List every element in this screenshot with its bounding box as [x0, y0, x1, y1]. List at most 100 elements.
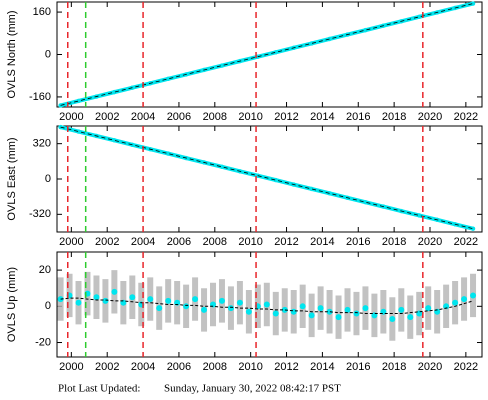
- data-point: [272, 310, 279, 317]
- data-point: [219, 63, 225, 68]
- data-point: [183, 303, 190, 310]
- y-axis-label: OVLS North (mm): [6, 10, 18, 98]
- data-point: [219, 164, 225, 170]
- x-tick-label: 2016: [346, 236, 370, 248]
- data-point: [470, 226, 476, 231]
- data-point: [263, 301, 270, 308]
- data-point: [236, 299, 243, 306]
- data-point: [165, 297, 172, 304]
- data-point: [93, 294, 100, 301]
- data-point: [461, 296, 468, 303]
- data-point: [363, 199, 368, 205]
- x-tick-label: 2014: [310, 236, 334, 248]
- x-tick-label: 2010: [238, 111, 262, 123]
- data-point: [165, 151, 171, 156]
- data-point: [201, 306, 208, 313]
- x-tick-label: 2006: [167, 111, 191, 123]
- data-point: [273, 177, 278, 183]
- data-point: [335, 314, 342, 321]
- x-tick-label: 2010: [238, 361, 262, 373]
- data-point: [281, 306, 288, 313]
- x-tick-label: 2018: [382, 361, 406, 373]
- x-tick-label: 2020: [418, 236, 442, 248]
- x-tick-label: 2020: [418, 361, 442, 373]
- x-tick-label: 2008: [203, 111, 227, 123]
- data-point: [299, 303, 306, 310]
- data-point: [327, 36, 332, 42]
- x-tick-label: 2022: [454, 111, 478, 123]
- x-tick-label: 2004: [131, 111, 155, 123]
- x-tick-label: 2022: [454, 236, 478, 248]
- data-point: [327, 191, 332, 196]
- data-point: [407, 314, 414, 321]
- data-point: [156, 305, 163, 312]
- x-tick-label: 2000: [59, 236, 83, 248]
- x-tick-label: 2010: [238, 236, 262, 248]
- footer-label: Plot Last Updated:: [58, 383, 141, 395]
- x-tick-label: 2002: [95, 236, 119, 248]
- data-point: [344, 306, 351, 313]
- data-point: [470, 1, 476, 6]
- x-tick-label: 2014: [310, 361, 334, 373]
- data-point: [76, 129, 81, 134]
- y-tick-label: 0: [45, 300, 51, 312]
- data-point: [112, 89, 117, 95]
- y-tick-label: 20: [39, 264, 51, 276]
- data-point: [290, 308, 297, 315]
- footer-timestamp: Sunday, January 30, 2022 08:42:17 PST: [164, 383, 341, 395]
- x-tick-label: 2016: [346, 361, 370, 373]
- data-point: [326, 308, 333, 315]
- data-point: [76, 98, 81, 104]
- x-tick-label: 2018: [382, 111, 406, 123]
- x-tick-label: 2022: [454, 361, 478, 373]
- data-point: [112, 138, 117, 143]
- data-point: [75, 299, 82, 306]
- x-tick-label: 2006: [167, 361, 191, 373]
- x-tick-label: 2018: [382, 236, 406, 248]
- data-point: [317, 305, 324, 312]
- data-point: [165, 76, 171, 82]
- x-tick-label: 2008: [203, 236, 227, 248]
- y-tick-label: -20: [35, 336, 51, 348]
- plot-frame: [56, 251, 483, 358]
- model-line: [60, 297, 474, 315]
- data-point: [227, 305, 234, 312]
- data-point: [192, 296, 199, 303]
- y-tick-label: 0: [45, 48, 51, 60]
- x-tick-label: 2020: [418, 111, 442, 123]
- y-tick-label: -320: [29, 208, 51, 220]
- data-point: [362, 305, 369, 312]
- x-tick-label: 2016: [346, 111, 370, 123]
- data-point: [353, 310, 360, 317]
- x-tick-label: 2004: [131, 236, 155, 248]
- x-tick-label: 2008: [203, 361, 227, 373]
- x-tick-label: 2002: [95, 361, 119, 373]
- x-tick-label: 2002: [95, 111, 119, 123]
- data-point: [129, 294, 136, 301]
- data-point: [111, 288, 118, 295]
- data-point: [470, 292, 477, 299]
- x-tick-label: 2012: [274, 236, 298, 248]
- data-point: [443, 303, 450, 310]
- y-tick-label: 0: [45, 173, 51, 185]
- x-tick-label: 2006: [167, 236, 191, 248]
- x-tick-label: 2012: [274, 111, 298, 123]
- trend-line: [60, 3, 474, 106]
- data-point: [218, 297, 225, 304]
- data-point: [452, 299, 459, 306]
- y-axis-label: OVLS Up (mm): [6, 267, 18, 342]
- data-point: [273, 50, 278, 55]
- y-axis-label: OVLS East (mm): [6, 137, 18, 220]
- y-tick-label: 320: [33, 138, 51, 150]
- data-point: [363, 27, 368, 33]
- x-tick-label: 2000: [59, 111, 83, 123]
- trend-line: [60, 126, 474, 230]
- y-tick-label: -160: [29, 91, 51, 103]
- data-point: [398, 306, 405, 313]
- data-point: [389, 315, 396, 322]
- data-point: [417, 213, 422, 218]
- data-point: [309, 41, 314, 46]
- data-point: [417, 14, 422, 20]
- x-tick-label: 2000: [59, 361, 83, 373]
